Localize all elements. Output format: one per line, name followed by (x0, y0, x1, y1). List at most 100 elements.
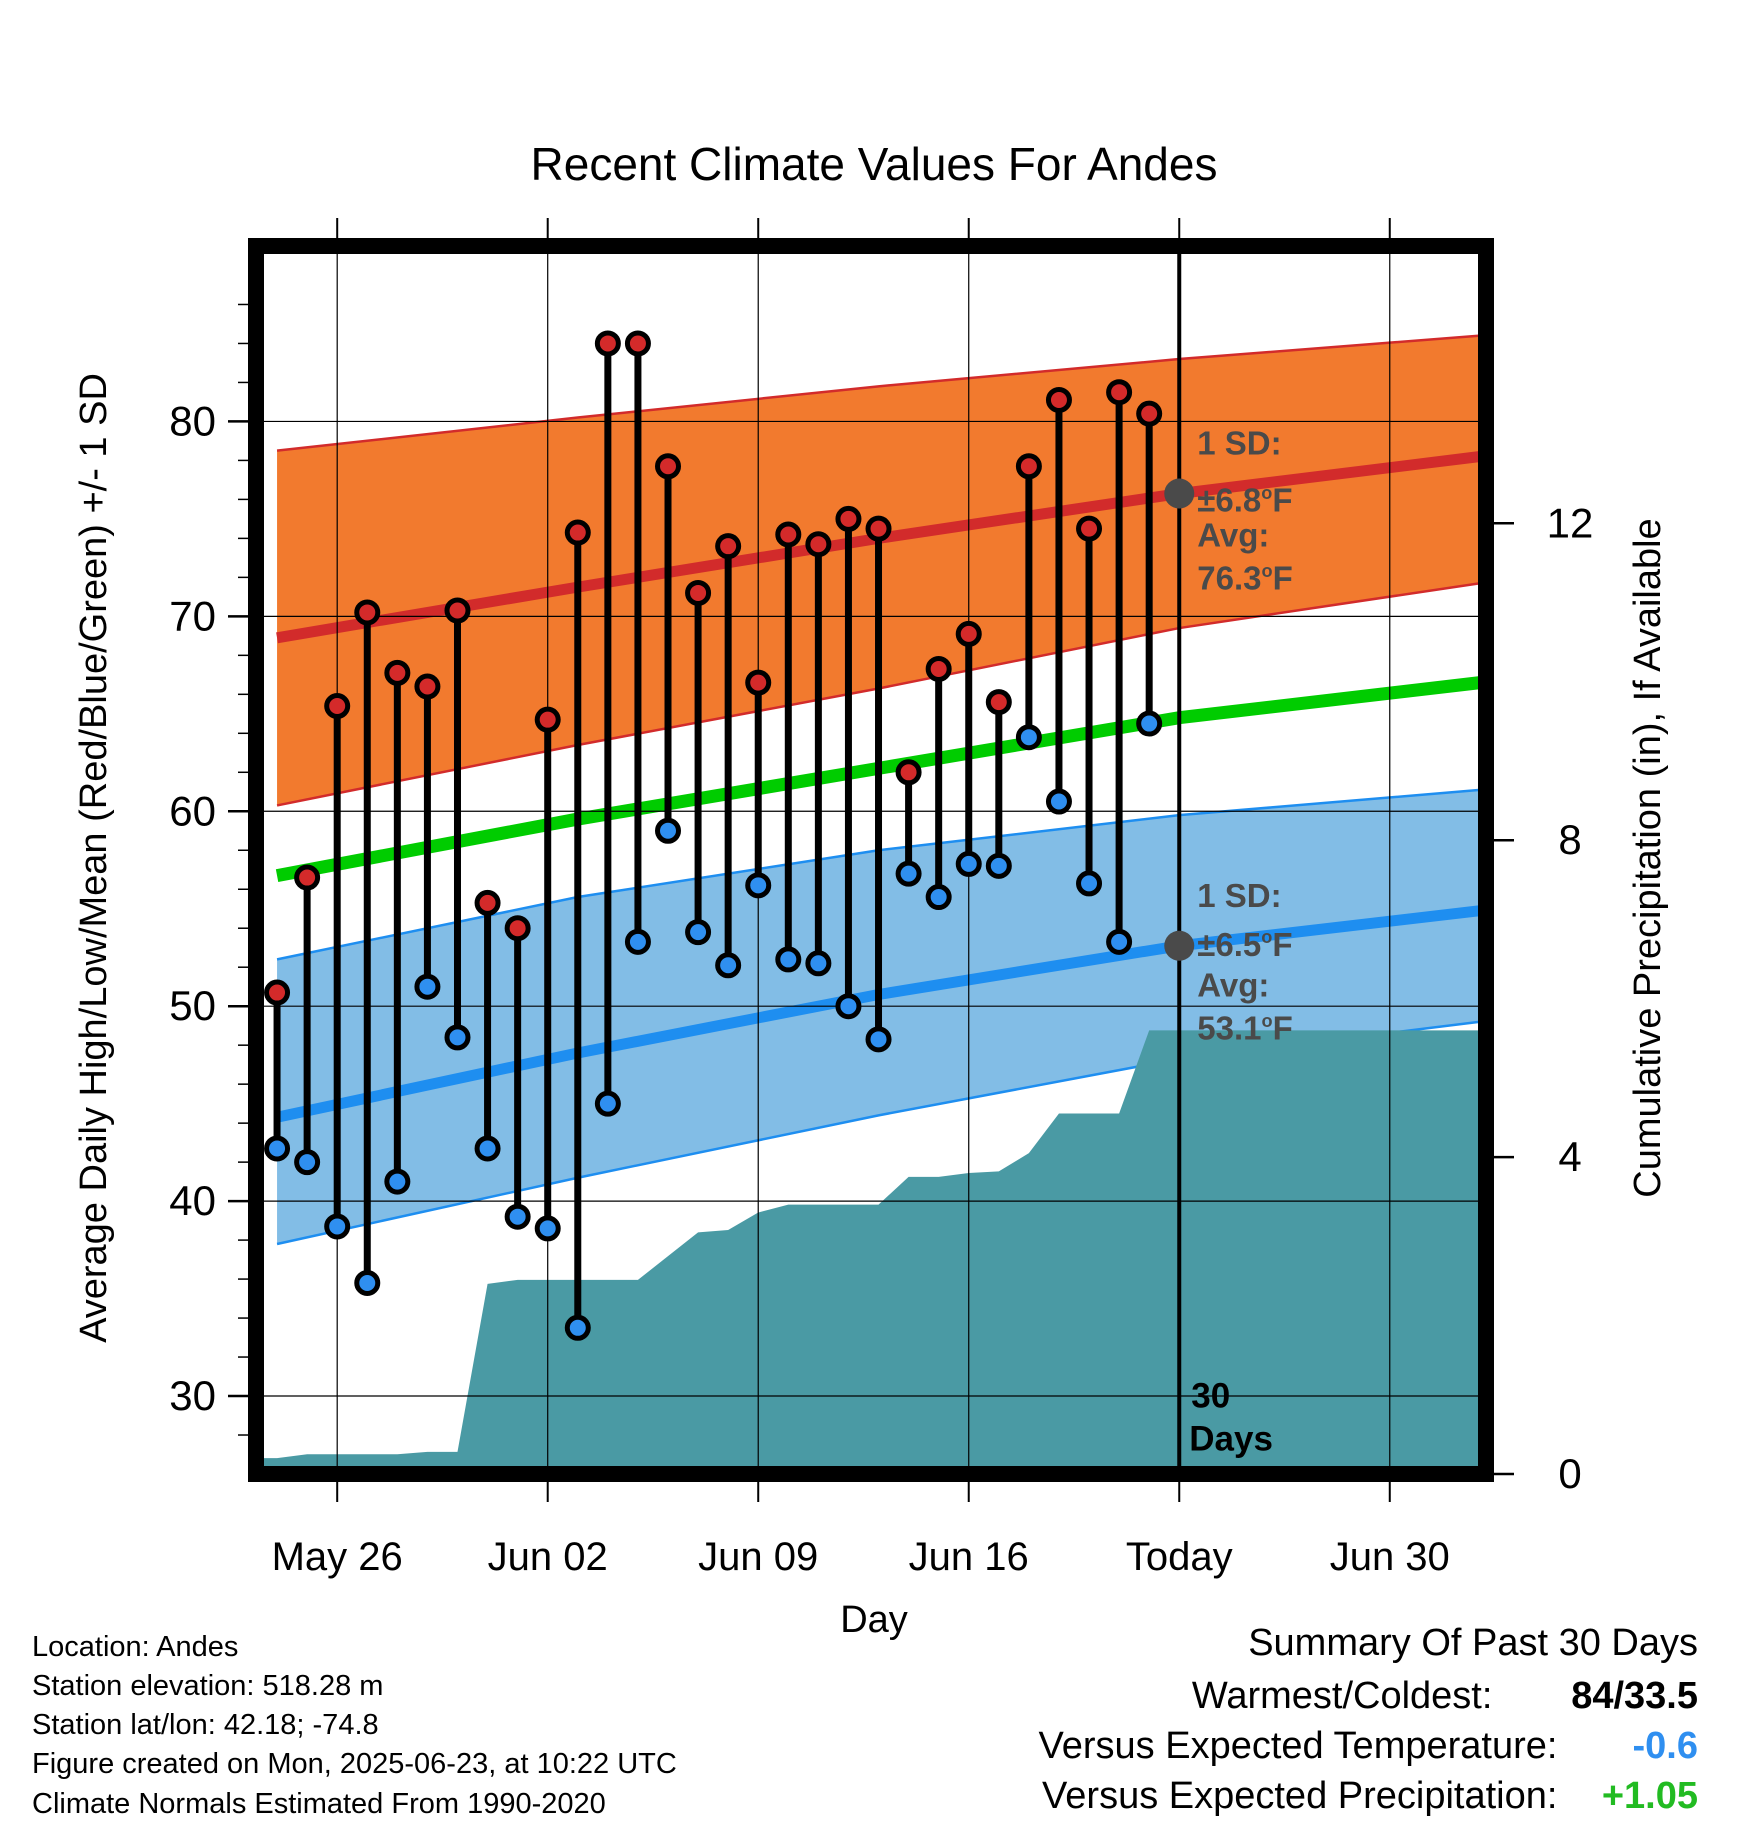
y-tick-label: 80 (169, 397, 216, 444)
daily-high-point (745, 669, 772, 696)
daily-low-point (444, 1024, 471, 1051)
daily-high-point (685, 579, 712, 606)
normals-text: Climate Normals Estimated From 1990-2020 (32, 1788, 606, 1820)
period-number: 30 (1191, 1377, 1230, 1416)
period-unit: Days (1189, 1420, 1273, 1459)
x-tick-label: May 26 (272, 1535, 403, 1579)
daily-high-point (925, 655, 952, 682)
daily-low-point (745, 872, 772, 899)
daily-high-point (985, 689, 1012, 716)
summary-precip-row: Versus Expected Precipitation: +1.05 (1042, 1775, 1698, 1818)
daily-low-point (624, 928, 651, 955)
high-avg-marker (1164, 478, 1195, 509)
x-tick-label: Jun 16 (909, 1535, 1029, 1579)
y2-axis-label: Cumulative Precipitation (in), If Availa… (1627, 518, 1669, 1197)
chart-title: Recent Climate Values For Andes (531, 138, 1218, 190)
precip-label: Versus Expected Precipitation: (1042, 1775, 1558, 1817)
daily-low-point (534, 1215, 561, 1242)
daily-high-point (414, 673, 441, 700)
daily-low-point (354, 1269, 381, 1296)
y2-tick-label: 4 (1558, 1133, 1581, 1180)
low-sd-value: ±6.5oF (1197, 926, 1292, 963)
high-sd-value: ±6.8oF (1197, 481, 1292, 518)
plot-frame (248, 238, 1494, 1482)
daily-high-point (504, 915, 531, 942)
daily-high-point (1106, 379, 1133, 406)
daily-low-point (895, 860, 922, 887)
x-tick-label: Jun 02 (488, 1535, 608, 1579)
daily-low-point (294, 1149, 321, 1176)
daily-low-point (955, 850, 982, 877)
daily-low-point (1136, 710, 1163, 737)
daily-low-point (324, 1213, 351, 1240)
daily-low-point (1015, 724, 1042, 751)
daily-high-point (444, 597, 471, 624)
daily-high-point (775, 521, 802, 548)
daily-low-point (564, 1314, 591, 1341)
low-avg-marker (1164, 930, 1195, 961)
daily-high-point (474, 889, 501, 916)
daily-low-point (264, 1135, 291, 1162)
x-axis-label: Day (840, 1599, 908, 1641)
daily-high-point (955, 620, 982, 647)
high-avg-label: Avg: (1197, 516, 1269, 553)
warmest-label: Warmest/Coldest: (1191, 1675, 1493, 1717)
y-tick-label: 50 (169, 982, 216, 1029)
daily-high-point (384, 659, 411, 686)
y-tick-label: 60 (169, 787, 216, 834)
x-tick-label: Jun 09 (698, 1535, 818, 1579)
location-text: Location: Andes (32, 1631, 239, 1663)
daily-high-point (594, 330, 621, 357)
daily-low-point (594, 1090, 621, 1117)
daily-low-point (985, 852, 1012, 879)
daily-low-point (1106, 928, 1133, 955)
elevation-text: Station elevation: 518.28 m (32, 1670, 384, 1702)
daily-high-point (715, 533, 742, 560)
daily-low-point (685, 919, 712, 946)
daily-high-point (1045, 386, 1072, 413)
daily-low-point (865, 1026, 892, 1053)
daily-low-point (655, 817, 682, 844)
daily-high-point (564, 519, 591, 546)
high-avg-value: 76.3oF (1197, 559, 1293, 596)
y-tick-label: 30 (169, 1372, 216, 1419)
daily-low-point (775, 946, 802, 973)
y-axis-label: Average Daily High/Low/Mean (Red/Blue/Gr… (73, 373, 115, 1343)
daily-high-point (865, 515, 892, 542)
daily-low-point (1076, 870, 1103, 897)
daily-low-point (805, 950, 832, 977)
y2-tick-label: 12 (1547, 499, 1594, 546)
summary-temp-row: Versus Expected Temperature: -0.6 (1039, 1725, 1698, 1768)
daily-high-point (534, 706, 561, 733)
daily-low-point (1045, 788, 1072, 815)
y2-tick-label: 0 (1558, 1450, 1581, 1497)
daily-high-point (1136, 400, 1163, 427)
daily-high-point (1015, 453, 1042, 480)
axis-ticks (228, 218, 1514, 1502)
x-tick-label: Today (1126, 1535, 1233, 1579)
summary-warmest-row: Warmest/Coldest: 84/33.5 (1192, 1675, 1698, 1718)
warmest-value: 84/33.5 (1571, 1675, 1698, 1717)
daily-low-point (384, 1168, 411, 1195)
created-text: Figure created on Mon, 2025-06-23, at 10… (32, 1748, 677, 1780)
precip-value: +1.05 (1601, 1775, 1698, 1817)
daily-high-point (324, 693, 351, 720)
daily-high-point (264, 979, 291, 1006)
temp-label: Versus Expected Temperature: (1038, 1725, 1558, 1767)
normals-group (256, 334, 1486, 1474)
daily-low-point (474, 1135, 501, 1162)
daily-low-point (835, 993, 862, 1020)
daily-low-point (925, 884, 952, 911)
high-sd-label: 1 SD: (1197, 425, 1281, 462)
daily-high-point (835, 505, 862, 532)
low-avg-value: 53.1oF (1197, 1010, 1293, 1047)
daily-low-point (414, 973, 441, 1000)
daily-high-point (354, 599, 381, 626)
daily-high-point (624, 330, 651, 357)
daily-low-point (715, 952, 742, 979)
low-sd-label: 1 SD: (1197, 877, 1281, 914)
daily-values (264, 330, 1163, 1341)
daily-high-point (655, 453, 682, 480)
daily-high-point (805, 531, 832, 558)
